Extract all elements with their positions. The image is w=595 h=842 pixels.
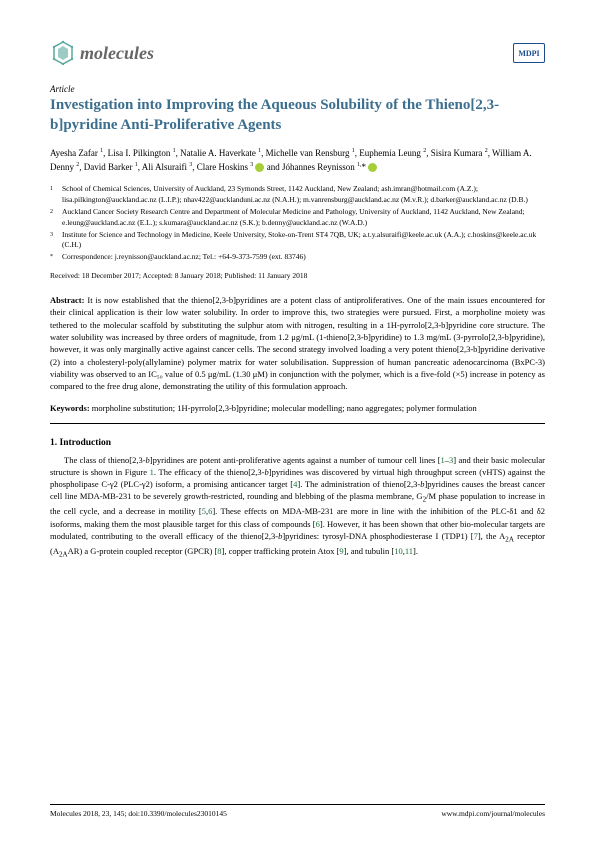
abstract-text: It is now established that the thieno[2,… xyxy=(50,295,545,391)
publication-dates: Received: 18 December 2017; Accepted: 8 … xyxy=(50,271,545,280)
ref-link[interactable]: 11 xyxy=(405,546,413,556)
affiliations: 1School of Chemical Sciences, University… xyxy=(50,184,545,263)
ref-link[interactable]: 1 xyxy=(441,455,445,465)
divider xyxy=(50,423,545,424)
ref-link[interactable]: 6 xyxy=(316,519,320,529)
correspondence-text: Correspondence: j.reynisson@auckland.ac.… xyxy=(62,252,306,261)
affiliation-text: Institute for Science and Technology in … xyxy=(62,230,536,250)
mdpi-logo: MDPI xyxy=(513,43,545,63)
orcid-icon xyxy=(368,163,377,172)
abstract-label: Abstract: xyxy=(50,295,87,305)
intro-paragraph: The class of thieno[2,3-b]pyridines are … xyxy=(50,454,545,560)
keywords-label: Keywords: xyxy=(50,403,92,413)
molecules-icon xyxy=(50,40,76,66)
ref-link[interactable]: 9 xyxy=(339,546,343,556)
section-heading: 1. Introduction xyxy=(50,438,545,448)
affiliation-text: School of Chemical Sciences, University … xyxy=(62,184,528,204)
ref-link[interactable]: 10 xyxy=(394,546,403,556)
ref-link[interactable]: 3 xyxy=(449,455,453,465)
article-title: Investigation into Improving the Aqueous… xyxy=(50,96,545,135)
affiliation-item: 2Auckland Cancer Society Research Centre… xyxy=(62,207,545,229)
affiliation-item: 1School of Chemical Sciences, University… xyxy=(62,184,545,206)
journal-name: molecules xyxy=(80,43,154,64)
footer-citation: Molecules 2018, 23, 145; doi:10.3390/mol… xyxy=(50,809,227,818)
footer: Molecules 2018, 23, 145; doi:10.3390/mol… xyxy=(50,804,545,818)
ref-link[interactable]: 7 xyxy=(474,531,478,541)
correspondence: *Correspondence: j.reynisson@auckland.ac… xyxy=(62,252,545,263)
article-type: Article xyxy=(50,84,545,94)
orcid-icon xyxy=(255,163,264,172)
affiliation-item: 3Institute for Science and Technology in… xyxy=(62,230,545,252)
ref-link[interactable]: 6 xyxy=(208,506,212,516)
keywords: Keywords: morpholine substitution; 1H-py… xyxy=(50,403,545,415)
journal-logo: molecules xyxy=(50,40,154,66)
affiliation-text: Auckland Cancer Society Research Centre … xyxy=(62,207,525,227)
ref-link[interactable]: 5 xyxy=(202,506,206,516)
ref-link[interactable]: 4 xyxy=(293,479,297,489)
keywords-text: morpholine substitution; 1H-pyrrolo[2,3-… xyxy=(92,403,477,413)
ref-link[interactable]: 1 xyxy=(150,467,154,477)
footer-url: www.mdpi.com/journal/molecules xyxy=(441,809,545,818)
authors-list: Ayesha Zafar 1, Lisa I. Pilkington 1, Na… xyxy=(50,147,545,174)
ref-link[interactable]: 8 xyxy=(217,546,221,556)
header-row: molecules MDPI xyxy=(50,40,545,66)
abstract: Abstract: It is now established that the… xyxy=(50,294,545,393)
